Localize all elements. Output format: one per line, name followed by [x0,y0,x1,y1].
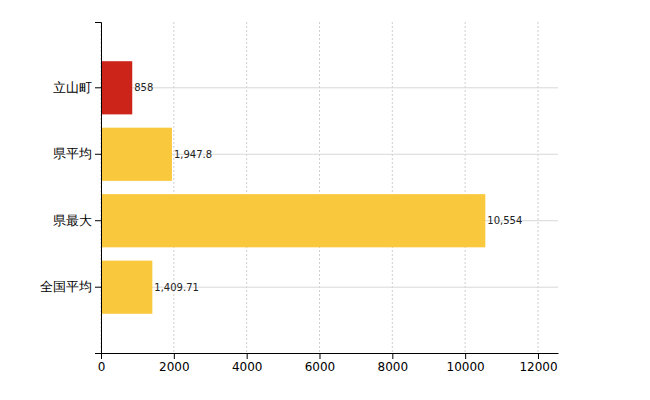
tick: 県平均 [53,146,101,161]
data-label: 10,554 [487,215,522,226]
tick-label: 6000 [305,360,336,374]
y-axis: 立山町県平均県最大全国平均 [40,23,102,354]
tick-mark [174,353,175,359]
tick-label: 2000 [159,360,190,374]
tick-label: 8000 [378,360,409,374]
tick-mark [538,353,539,359]
grid-line [319,22,320,353]
grid-line [392,22,393,353]
tick-label: 4000 [232,360,263,374]
tick-label: 立山町 [53,80,92,95]
x-axis: 0 2000 4000 6000 8000 10000 12000 [98,353,559,374]
tick: 県最大 [53,213,101,228]
tick-mark [392,353,393,359]
tick-label: 県最大 [53,213,92,228]
tick-mark [247,353,248,359]
tick: 12000 [519,353,557,374]
tick: 立山町 [53,80,101,95]
tick: 0 [98,353,106,374]
bar [101,261,152,314]
tick: 2000 [159,353,190,374]
tick: 全国平均 [40,279,101,294]
tick-label: 10000 [447,360,485,374]
grid-line [537,22,538,353]
tick-mark [95,87,101,88]
tick: 8000 [378,353,409,374]
tick: 6000 [305,353,336,374]
grid-line [173,22,174,353]
bars [101,61,485,314]
tick: 10000 [447,353,485,374]
data-labels: 858 1,947.8 10,554 1,409.71 [134,82,522,292]
bar [101,128,172,181]
tick-mark [95,154,101,155]
tick-label: 全国平均 [40,279,92,294]
axis-line [102,353,559,354]
tick: 4000 [232,353,263,374]
chart: 858 1,947.8 10,554 1,409.71 0 2000 4000 6000 800… [0,0,650,400]
data-label: 858 [134,82,153,93]
grid-line [101,87,558,88]
tick-mark [319,353,320,359]
grid-line [246,22,247,353]
bar [101,61,132,114]
tick-mark [95,220,101,221]
grid-line [465,22,466,353]
data-label: 1,409.71 [154,282,199,293]
data-label: 1,947.8 [174,149,212,160]
axis-line [95,23,102,354]
plot: 858 1,947.8 10,554 1,409.71 0 2000 4000 6000 800… [40,22,559,374]
tick-label: 県平均 [53,146,92,161]
bar [101,194,485,247]
tick-label: 12000 [519,360,557,374]
grid [101,22,558,353]
tick-mark [95,287,101,288]
tick-label: 0 [98,360,106,374]
tick-mark [465,353,466,359]
